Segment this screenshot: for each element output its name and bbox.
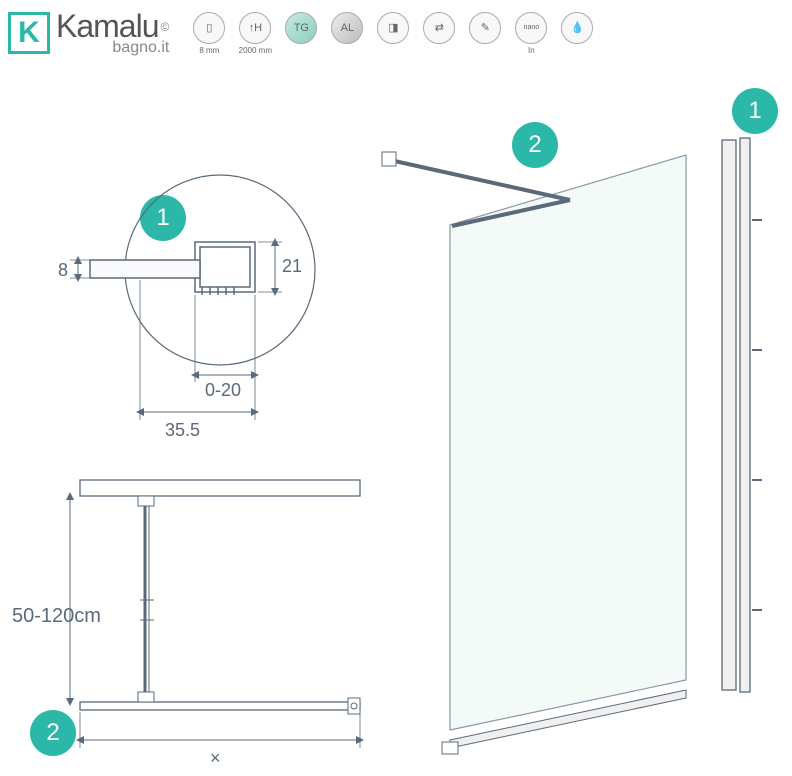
brand-sub: bagno.it [56, 40, 169, 56]
spec-icon-circle: ◨ [377, 12, 409, 44]
header: K Kamalu© bagno.it ▯ 8 mm ↑H 2000 mm TG AL ◨ ⇄ ✎… [8, 8, 784, 58]
spec-icon-row: ▯ 8 mm ↑H 2000 mm TG AL ◨ ⇄ ✎ nano In 💧 [189, 12, 597, 55]
logo-text: Kamalu© bagno.it [56, 10, 169, 56]
dim-0-20: 0-20 [205, 380, 241, 401]
dim-8: 8 [58, 260, 68, 281]
spec-icon-circle: ▯ [193, 12, 225, 44]
logo-mark: K [8, 12, 50, 54]
spec-icon: ⇄ [419, 12, 459, 55]
detail-1-drawing [40, 160, 340, 440]
spec-icon-circle: nano [515, 12, 547, 44]
spec-icon: ✎ [465, 12, 505, 55]
spec-icon: 💧 [557, 12, 597, 55]
spec-icon-circle: ✎ [469, 12, 501, 44]
spec-icon: TG [281, 12, 321, 55]
spec-icon-label: 8 mm [199, 46, 219, 55]
spec-icon: ↑H 2000 mm [235, 12, 275, 55]
spec-icon-circle: ↑H [239, 12, 271, 44]
spec-icon-circle: AL [331, 12, 363, 44]
diagram-area: 8 21 0-20 35.5 [0, 70, 792, 776]
spec-icon: AL [327, 12, 367, 55]
spec-icon-circle: 💧 [561, 12, 593, 44]
dim-21: 21 [282, 256, 302, 277]
spec-icon: ◨ [373, 12, 413, 55]
spec-icon-circle: TG [285, 12, 317, 44]
copyright-mark: © [161, 20, 170, 34]
spec-icon-circle: ⇄ [423, 12, 455, 44]
dim-50-120: 50-120cm [12, 605, 101, 628]
spec-icon: ▯ 8 mm [189, 12, 229, 55]
spec-icon: nano In [511, 12, 551, 55]
spec-icon-label: 2000 mm [239, 46, 272, 55]
dim-x: × [210, 748, 221, 769]
panel-3d-drawing [370, 90, 780, 770]
logo-letter: K [18, 16, 40, 50]
spec-icon-label: In [528, 46, 535, 55]
dim-35-5: 35.5 [165, 420, 200, 441]
